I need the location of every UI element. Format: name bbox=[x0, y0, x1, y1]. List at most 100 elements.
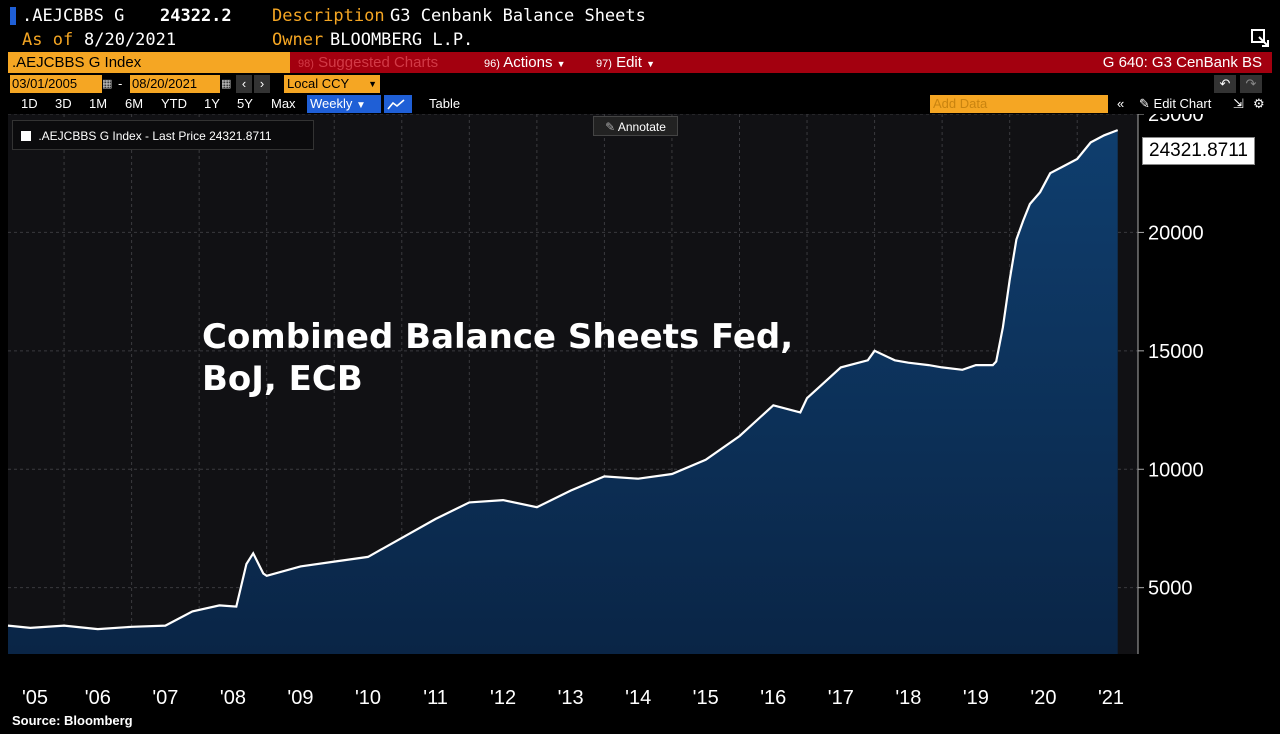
x-tick-label: '05 bbox=[22, 687, 48, 709]
source-note: Source: Bloomberg bbox=[12, 713, 133, 728]
toolbar: 1D 3D 1M 6M YTD 1Y 5Y Max Weekly ▼ Table… bbox=[8, 95, 1272, 113]
last-value-text: 24321.8711 bbox=[1149, 140, 1248, 161]
range-1y[interactable]: 1Y bbox=[204, 96, 220, 111]
last-value-label: 24321.8711 bbox=[1142, 137, 1255, 165]
legend-swatch bbox=[21, 131, 31, 141]
date-row: 03/01/2005 ▦ - 08/20/2021 ▦ ‹ › Local CC… bbox=[8, 75, 1272, 93]
edit-label: Edit bbox=[616, 54, 642, 71]
asof-label: As of bbox=[22, 30, 74, 50]
currency-caret-icon: ▼ bbox=[368, 79, 377, 89]
range-1d[interactable]: 1D bbox=[21, 96, 38, 111]
x-tick-label: '19 bbox=[963, 687, 989, 709]
pencil-icon: ✎ bbox=[1139, 96, 1150, 111]
range-max[interactable]: Max bbox=[271, 96, 296, 111]
annotate-pencil-icon: ✎ bbox=[605, 120, 616, 134]
gear-icon[interactable]: ⚙ bbox=[1253, 96, 1265, 111]
y-tick-label: 5000 bbox=[1148, 578, 1193, 600]
command-bar: .AEJCBBS G Index 98) Suggested Charts 96… bbox=[8, 52, 1272, 73]
chart: 5000 10000 15000 20000 25000 '05 '06 '07 '08 '09… bbox=[7, 114, 1204, 709]
y-tick-label: 15000 bbox=[1148, 341, 1204, 363]
legend-text: .AEJCBBS G Index - Last Price 24321.8711 bbox=[38, 129, 272, 143]
x-tick-label: '15 bbox=[693, 687, 719, 709]
actions-label: Actions bbox=[503, 54, 553, 71]
range-3d[interactable]: 3D bbox=[55, 96, 72, 111]
currency-field[interactable]: Local CCY ▼ bbox=[284, 75, 380, 93]
ticker-symbol: .AEJCBBS G bbox=[22, 6, 125, 26]
range-ytd[interactable]: YTD bbox=[161, 96, 187, 111]
x-tick-label: '21 bbox=[1098, 687, 1124, 709]
actions-button[interactable]: 96) Actions ▼ bbox=[478, 52, 588, 73]
range-6m[interactable]: 6M bbox=[125, 96, 144, 111]
security-field-text: .AEJCBBS G Index bbox=[12, 54, 142, 71]
range-1m[interactable]: 1M bbox=[89, 96, 108, 111]
redo-icon[interactable]: ↷ bbox=[1240, 75, 1262, 93]
y-axis: 5000 10000 15000 20000 25000 bbox=[1138, 114, 1204, 600]
x-axis: '05 '06 '07 '08 '09 '10 '11 '12 '13 '14 '15 '16 '17 '… bbox=[22, 687, 1124, 709]
x-tick-label: '08 bbox=[220, 687, 246, 709]
edit-button[interactable]: 97) Edit ▼ bbox=[592, 52, 672, 73]
collapse-icon[interactable]: « bbox=[1117, 96, 1125, 111]
x-tick-label: '16 bbox=[760, 687, 786, 709]
resize-icon[interactable]: ⇲ bbox=[1233, 96, 1244, 111]
security-field[interactable]: .AEJCBBS G Index bbox=[8, 52, 290, 73]
x-tick-label: '17 bbox=[828, 687, 854, 709]
line-chart-icon bbox=[387, 98, 405, 110]
owner-value: BLOOMBERG L.P. bbox=[330, 30, 474, 50]
suggested-num: 98) bbox=[298, 58, 314, 70]
asof-value: 8/20/2021 bbox=[84, 30, 177, 50]
currency-text: Local CCY bbox=[287, 76, 350, 91]
ticker-marker bbox=[10, 7, 16, 25]
description-label: Description bbox=[272, 6, 385, 26]
table-button[interactable]: Table bbox=[429, 96, 461, 111]
x-tick-label: '11 bbox=[423, 687, 448, 709]
owner-label: Owner bbox=[272, 30, 324, 50]
series-line bbox=[7, 129, 1119, 631]
ticker-price: 24322.2 bbox=[160, 6, 232, 26]
suggested-charts-button[interactable]: 98) Suggested Charts bbox=[292, 52, 472, 73]
annotate-button[interactable]: ✎ Annotate bbox=[593, 116, 678, 136]
frequency-button[interactable]: Weekly ▼ bbox=[307, 95, 381, 113]
end-date-text: 08/20/2021 bbox=[132, 76, 198, 91]
description-value: G3 Cenbank Balance Sheets bbox=[390, 6, 646, 26]
start-date-field[interactable]: 03/01/2005 bbox=[10, 75, 102, 93]
start-calendar-icon[interactable]: ▦ bbox=[102, 78, 113, 90]
range-5y[interactable]: 5Y bbox=[237, 96, 253, 111]
frequency-caret-icon: ▼ bbox=[356, 100, 366, 111]
overlay-title-line2: BoJ, ECB bbox=[202, 359, 363, 399]
function-name: G 640: G3 CenBank BS bbox=[1102, 54, 1262, 71]
next-period-button[interactable]: › bbox=[254, 75, 270, 93]
undo-icon[interactable]: ↶ bbox=[1214, 75, 1236, 93]
y-tick-label: 20000 bbox=[1148, 222, 1204, 244]
x-tick-label: '18 bbox=[895, 687, 921, 709]
line-chart-button[interactable] bbox=[384, 95, 412, 113]
overlay-title: Combined Balance Sheets Fed, BoJ, ECB bbox=[202, 316, 793, 400]
prev-period-button[interactable]: ‹ bbox=[236, 75, 252, 93]
y-tick-label: 25000 bbox=[1148, 114, 1204, 126]
actions-caret-icon: ▼ bbox=[556, 59, 566, 69]
x-tick-label: '20 bbox=[1030, 687, 1056, 709]
add-data-field[interactable]: Add Data bbox=[930, 95, 1108, 113]
edit-caret-icon: ▼ bbox=[646, 59, 656, 69]
edit-num: 97) bbox=[596, 58, 612, 70]
date-separator: - bbox=[118, 76, 123, 91]
end-calendar-icon[interactable]: ▦ bbox=[221, 78, 232, 90]
end-date-field[interactable]: 08/20/2021 bbox=[130, 75, 220, 93]
popout-icon[interactable] bbox=[1250, 28, 1270, 48]
frequency-label: Weekly bbox=[310, 96, 353, 111]
start-date-text: 03/01/2005 bbox=[12, 76, 78, 91]
x-tick-label: '07 bbox=[152, 687, 178, 709]
x-tick-label: '10 bbox=[355, 687, 381, 709]
x-tick-label: '06 bbox=[85, 687, 111, 709]
suggested-label: Suggested Charts bbox=[318, 54, 439, 71]
x-tick-label: '09 bbox=[287, 687, 313, 709]
y-tick-label: 10000 bbox=[1148, 459, 1204, 481]
actions-num: 96) bbox=[484, 58, 500, 70]
annotate-label: Annotate bbox=[617, 120, 666, 134]
x-tick-label: '14 bbox=[625, 687, 651, 709]
legend[interactable]: .AEJCBBS G Index - Last Price 24321.8711 bbox=[12, 120, 314, 150]
edit-chart-button[interactable]: ✎ Edit Chart bbox=[1136, 95, 1214, 113]
edit-chart-label: Edit Chart bbox=[1153, 96, 1212, 111]
overlay-title-line1: Combined Balance Sheets Fed, bbox=[202, 317, 794, 357]
x-tick-label: '12 bbox=[490, 687, 516, 709]
series-area bbox=[8, 130, 1118, 655]
